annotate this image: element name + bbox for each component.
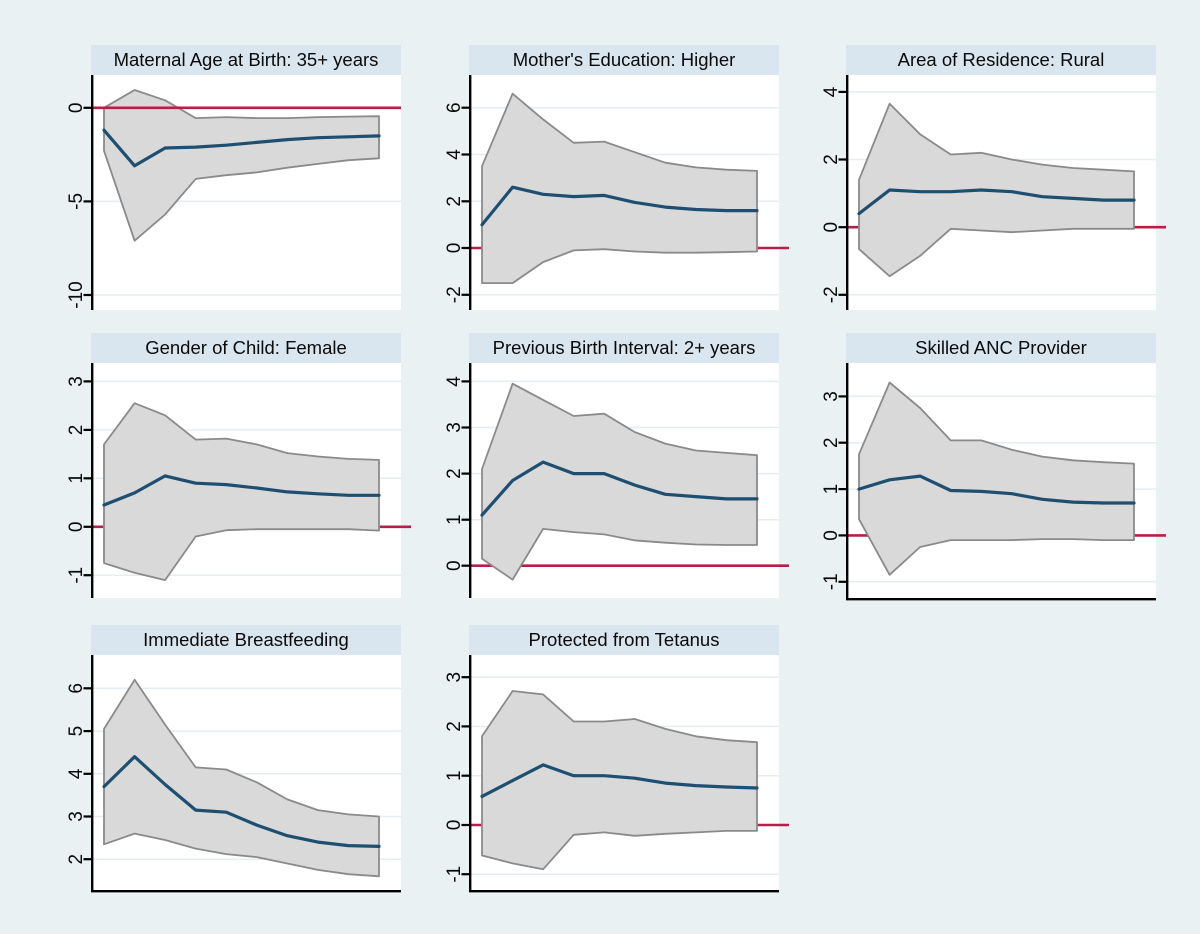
estimate-line <box>102 474 381 507</box>
y-tick-label: 4 <box>821 86 842 97</box>
y-tick-label: 2 <box>66 854 87 865</box>
y-tick-label: 2 <box>444 468 465 479</box>
y-tick-label: 4 <box>444 149 465 160</box>
y-tick-label: 2 <box>66 425 87 436</box>
y-tick-label: 1 <box>444 514 465 525</box>
panel-title: Previous Birth Interval: 2+ years <box>469 333 779 363</box>
y-tick-label: 4 <box>444 376 465 387</box>
panel-plot: 6 4 2 0 -2 <box>444 75 789 310</box>
y-tick-label: 0 <box>444 560 465 571</box>
y-tick-label: 1 <box>444 770 465 781</box>
y-tick-label: 3 <box>444 422 465 433</box>
y-tick-label: 0 <box>444 820 465 831</box>
y-tick-label: -5 <box>66 193 87 210</box>
panel-title: Maternal Age at Birth: 35+ years <box>91 45 401 75</box>
y-tick-label: 2 <box>821 437 842 448</box>
y-tick-label: -1 <box>66 567 87 584</box>
confidence-band <box>103 89 380 242</box>
estimate-line <box>102 755 381 848</box>
y-tick-label: -1 <box>821 573 842 590</box>
y-tick-label: 2 <box>444 196 465 207</box>
y-tick-label: 0 <box>444 243 465 254</box>
panel-title: Protected from Tetanus <box>469 625 779 655</box>
y-tick-label: 0 <box>821 530 842 541</box>
panel-title: Skilled ANC Provider <box>846 333 1156 363</box>
estimate-line <box>480 185 759 227</box>
y-tick-label: -2 <box>821 286 842 303</box>
y-tick-label: -1 <box>444 866 465 883</box>
y-tick-label: 1 <box>821 484 842 495</box>
confidence-band <box>858 381 1135 576</box>
panel-title: Gender of Child: Female <box>91 333 401 363</box>
panel-title: Mother's Education: Higher <box>469 45 779 75</box>
y-tick-label: 1 <box>66 473 87 484</box>
y-tick-label: 6 <box>444 102 465 113</box>
panel-plot: 3 2 1 0 -1 <box>66 363 411 598</box>
y-tick-label: 0 <box>821 222 842 233</box>
estimate-line <box>857 474 1136 505</box>
panel-title: Area of Residence: Rural <box>846 45 1156 75</box>
y-tick-label: 0 <box>66 522 87 533</box>
y-tick-label: 3 <box>66 811 87 822</box>
estimate-line <box>102 128 381 168</box>
y-tick-label: 3 <box>821 391 842 402</box>
confidence-band <box>481 690 758 871</box>
confidence-band <box>481 92 758 285</box>
y-tick-label: -10 <box>66 281 87 308</box>
y-tick-label: 5 <box>66 726 87 737</box>
estimate-line <box>857 188 1136 216</box>
panel-title: Immediate Breastfeeding <box>91 625 401 655</box>
panel-plot: 4 3 2 1 0 <box>444 363 789 598</box>
estimate-line <box>480 763 759 798</box>
y-tick-label: 3 <box>444 672 465 683</box>
y-tick-label: -2 <box>444 286 465 303</box>
confidence-band <box>481 382 758 581</box>
y-tick-label: 6 <box>66 683 87 694</box>
y-tick-label: 0 <box>66 103 87 114</box>
panel-plot: 0 -5 -10 <box>66 75 401 310</box>
y-tick-label: 4 <box>66 768 87 779</box>
confidence-band <box>103 402 380 582</box>
panel-plot: 3 2 1 0 -1 <box>444 655 789 893</box>
panel-plot: 3 2 1 0 -1 <box>821 363 1166 601</box>
confidence-band <box>103 678 380 878</box>
y-tick-label: 3 <box>66 376 87 387</box>
y-tick-label: 2 <box>821 154 842 165</box>
estimate-line <box>480 460 759 517</box>
panel-plot: 4 2 0 -2 <box>821 75 1166 310</box>
y-tick-label: 2 <box>444 721 465 732</box>
panel-plot: 6 5 4 3 2 <box>66 655 401 893</box>
